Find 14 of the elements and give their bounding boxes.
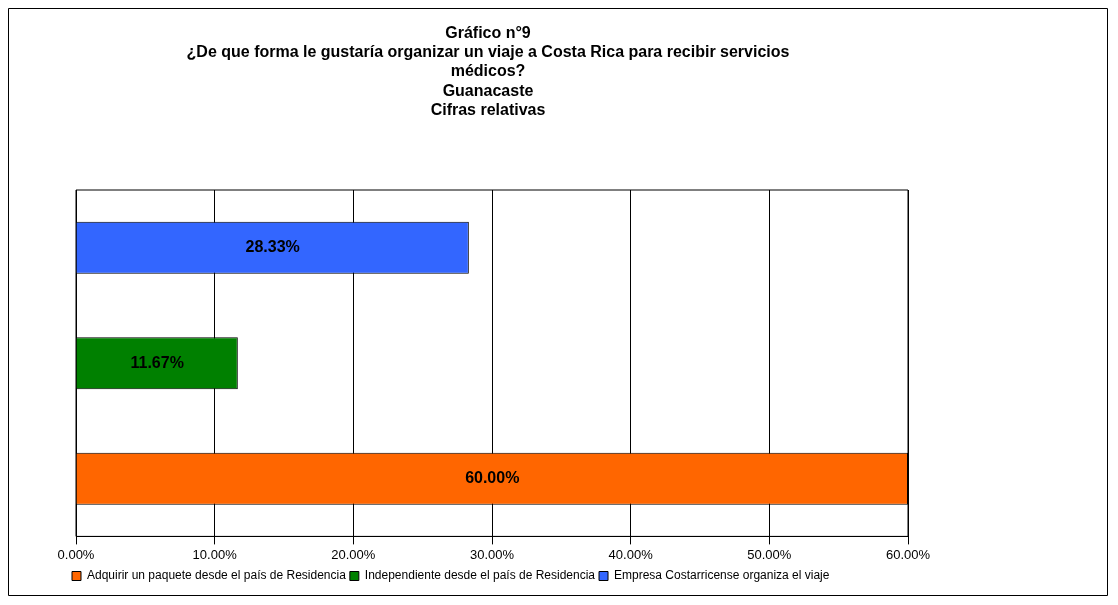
x-tick-label: 0.00%: [57, 546, 95, 562]
legend-label: Empresa Costarricense organiza el viaje: [614, 568, 830, 583]
x-tick-label: 20.00%: [331, 546, 376, 562]
x-tick-label: 60.00%: [885, 546, 931, 562]
chart-title: Gráfico n°9 ¿De que forma le gustaría organizar un viaje a Costa Rica para recibir servicios médicos? Guanacaste Cifras relativas: [186, 24, 790, 118]
legend-label: Adquirir un paquete desde el país de Residencia: [87, 568, 347, 583]
data-label: 28.33%: [245, 238, 300, 256]
legend-label: Independiente desde el país de Residencia: [364, 568, 596, 583]
x-tick-label: 50.00%: [747, 546, 792, 562]
data-label: 60.00%: [465, 469, 520, 487]
x-tick-label: 30.00%: [469, 546, 515, 562]
x-tick-label: 40.00%: [608, 546, 654, 562]
x-tick-label: 10.00%: [192, 546, 238, 562]
data-label: 11.67%: [130, 353, 184, 371]
